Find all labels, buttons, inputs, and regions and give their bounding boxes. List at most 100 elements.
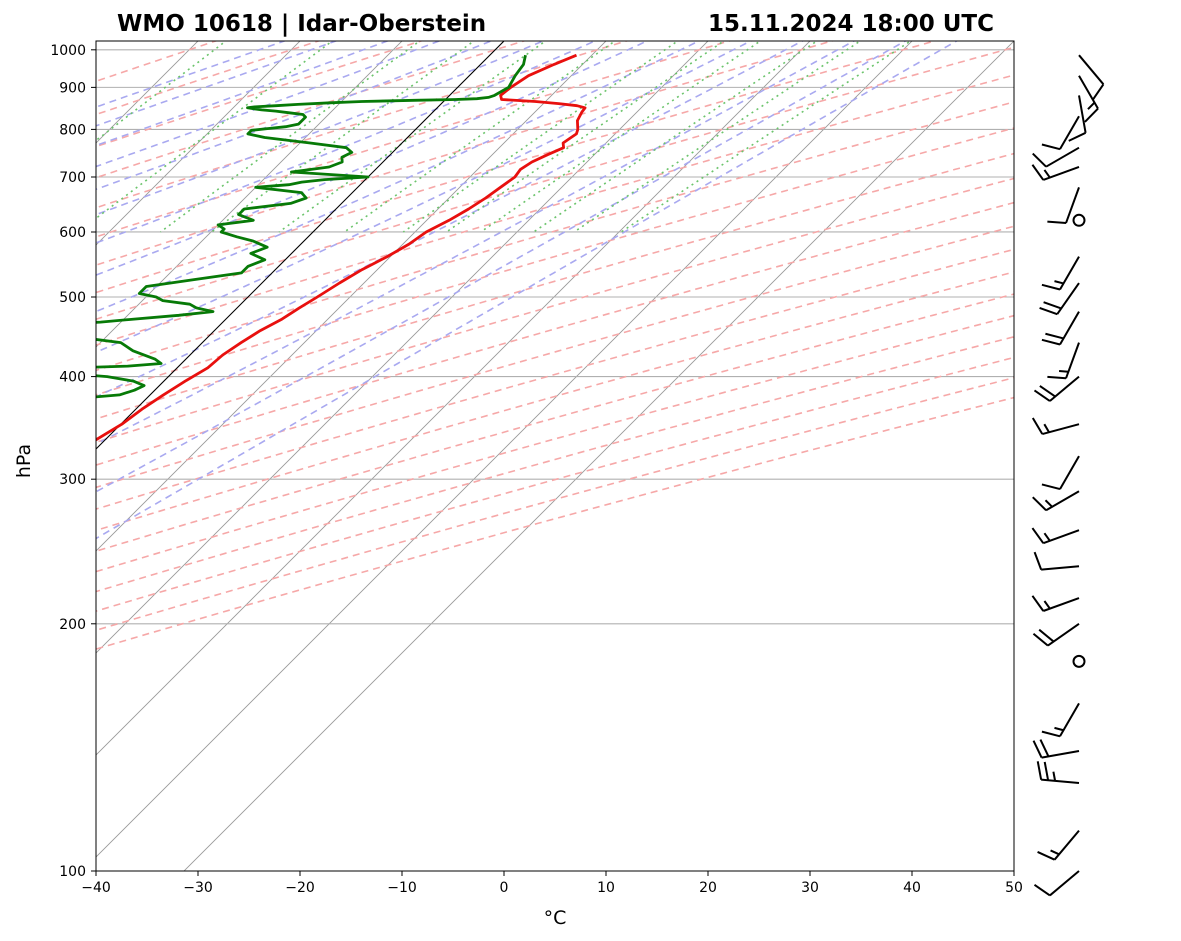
wind-barb [1039, 282, 1080, 316]
dry-adiabat-line [96, 152, 1014, 420]
moist-adiabat-line [96, 41, 390, 147]
dry-adiabat-line [96, 41, 835, 266]
wind-barb [1031, 417, 1080, 436]
x-tick-label: −20 [285, 880, 315, 896]
isotherm-grid [0, 32, 1014, 889]
dry-adiabat-line [96, 41, 527, 179]
dry-adiabat-line [96, 101, 1014, 372]
wind-barb [1047, 187, 1080, 225]
x-tick-label: 20 [699, 880, 717, 896]
moist-adiabat-line [96, 41, 442, 168]
wind-barb [1031, 527, 1080, 545]
wind-barb [1033, 870, 1080, 897]
mixing-ratio-line [160, 41, 422, 233]
wind-barb [1041, 702, 1080, 738]
mixing-ratio-lines [96, 41, 913, 233]
plot-area [0, 32, 1014, 889]
x-tick-label: −40 [81, 880, 111, 896]
x-axis-ticks: −40 −30 −20 −10 0 10 20 30 40 50 [81, 871, 1023, 896]
mixing-ratio-line [402, 41, 680, 233]
moist-adiabat-line [96, 41, 598, 244]
wind-barb [1036, 761, 1080, 784]
moist-adiabat-line [96, 41, 805, 398]
dry-adiabat-line [96, 335, 1014, 593]
wind-barb [1033, 375, 1080, 402]
isotherm-line [96, 41, 811, 756]
chart-title-time: 15.11.2024 18:00 UTC [708, 11, 994, 37]
y-tick-label: 1000 [50, 43, 86, 59]
y-tick-label: 300 [59, 472, 86, 488]
dry-adiabat-line [96, 314, 1014, 573]
wind-barb [1041, 311, 1080, 346]
y-tick-label: 100 [59, 864, 86, 880]
dry-adiabats [96, 41, 1014, 650]
y-tick-label: 200 [59, 617, 86, 633]
temperature-profile [96, 53, 587, 442]
dry-adiabat-line [96, 46, 1014, 321]
wind-barb [1041, 256, 1080, 291]
isotherm-line [96, 41, 709, 654]
moist-adiabat-line [96, 41, 701, 313]
dry-adiabat-line [96, 356, 1014, 612]
moist-adiabat-line [96, 41, 339, 127]
wind-barb [1078, 75, 1099, 123]
dry-adiabat-line [96, 41, 630, 209]
y-tick-label: 700 [59, 170, 86, 186]
isotherm-line [96, 41, 301, 246]
wind-barb [1072, 654, 1086, 668]
moist-adiabat-line [96, 41, 546, 216]
dry-adiabat-line [96, 177, 1014, 444]
mixing-ratio-line [96, 41, 334, 220]
wind-barb [1032, 739, 1080, 759]
plot-frame [95, 40, 1015, 872]
x-tick-label: 40 [903, 880, 921, 896]
moist-adiabat-line [96, 41, 287, 108]
y-tick-label: 900 [59, 80, 86, 96]
x-tick-label: 0 [500, 880, 509, 896]
y-tick-label: 800 [59, 122, 86, 138]
wind-barb [1041, 455, 1080, 491]
dry-adiabat-line [96, 41, 424, 148]
y-axis-ticks: 100 200 300 400 500 600 700 800 900 1000 [50, 43, 96, 880]
wind-barb [1068, 95, 1087, 142]
x-tick-label: −10 [387, 880, 417, 896]
dry-adiabat-line [96, 74, 1014, 346]
dry-adiabat-line [96, 41, 733, 238]
isotherm-line [183, 41, 1014, 871]
isotherm-line [0, 32, 3, 889]
y-tick-label: 500 [59, 290, 86, 306]
x-tick-label: 30 [801, 880, 819, 896]
isotherm-line [96, 41, 607, 552]
wind-barb [1032, 490, 1080, 512]
mixing-ratio-line [278, 41, 547, 233]
wind-barb [1041, 115, 1080, 151]
moist-adiabat-line [96, 41, 494, 191]
chart-title-station: WMO 10618 | Idar-Oberstein [117, 11, 486, 37]
moist-adiabat-line [96, 41, 856, 445]
wind-barbs [1031, 54, 1105, 897]
dry-adiabat-line [96, 201, 1014, 466]
wind-barb [1033, 551, 1080, 571]
x-tick-label: −30 [183, 880, 213, 896]
pressure-grid [96, 49, 1014, 871]
mixing-ratio-line [620, 41, 913, 233]
mixing-ratio-line [446, 41, 726, 233]
dewpoint-profile [96, 54, 527, 399]
x-tick-label: 10 [597, 880, 615, 896]
dry-adiabat-line [96, 293, 1014, 553]
dry-adiabat-line [96, 41, 219, 83]
wind-barb [1072, 213, 1086, 227]
x-tick-label: 50 [1005, 880, 1023, 896]
dry-adiabat-line [96, 248, 1014, 510]
wind-barb [1078, 54, 1105, 101]
dry-adiabat-line [96, 396, 1014, 650]
moist-adiabat-line [96, 41, 649, 276]
dry-adiabat-line [96, 225, 1014, 489]
wind-barb [1032, 622, 1080, 647]
wind-barb [1032, 146, 1080, 168]
y-tick-label: 600 [59, 225, 86, 241]
wind-barb [1031, 595, 1080, 612]
wind-barb [1037, 829, 1080, 861]
wind-barb [1031, 164, 1080, 181]
